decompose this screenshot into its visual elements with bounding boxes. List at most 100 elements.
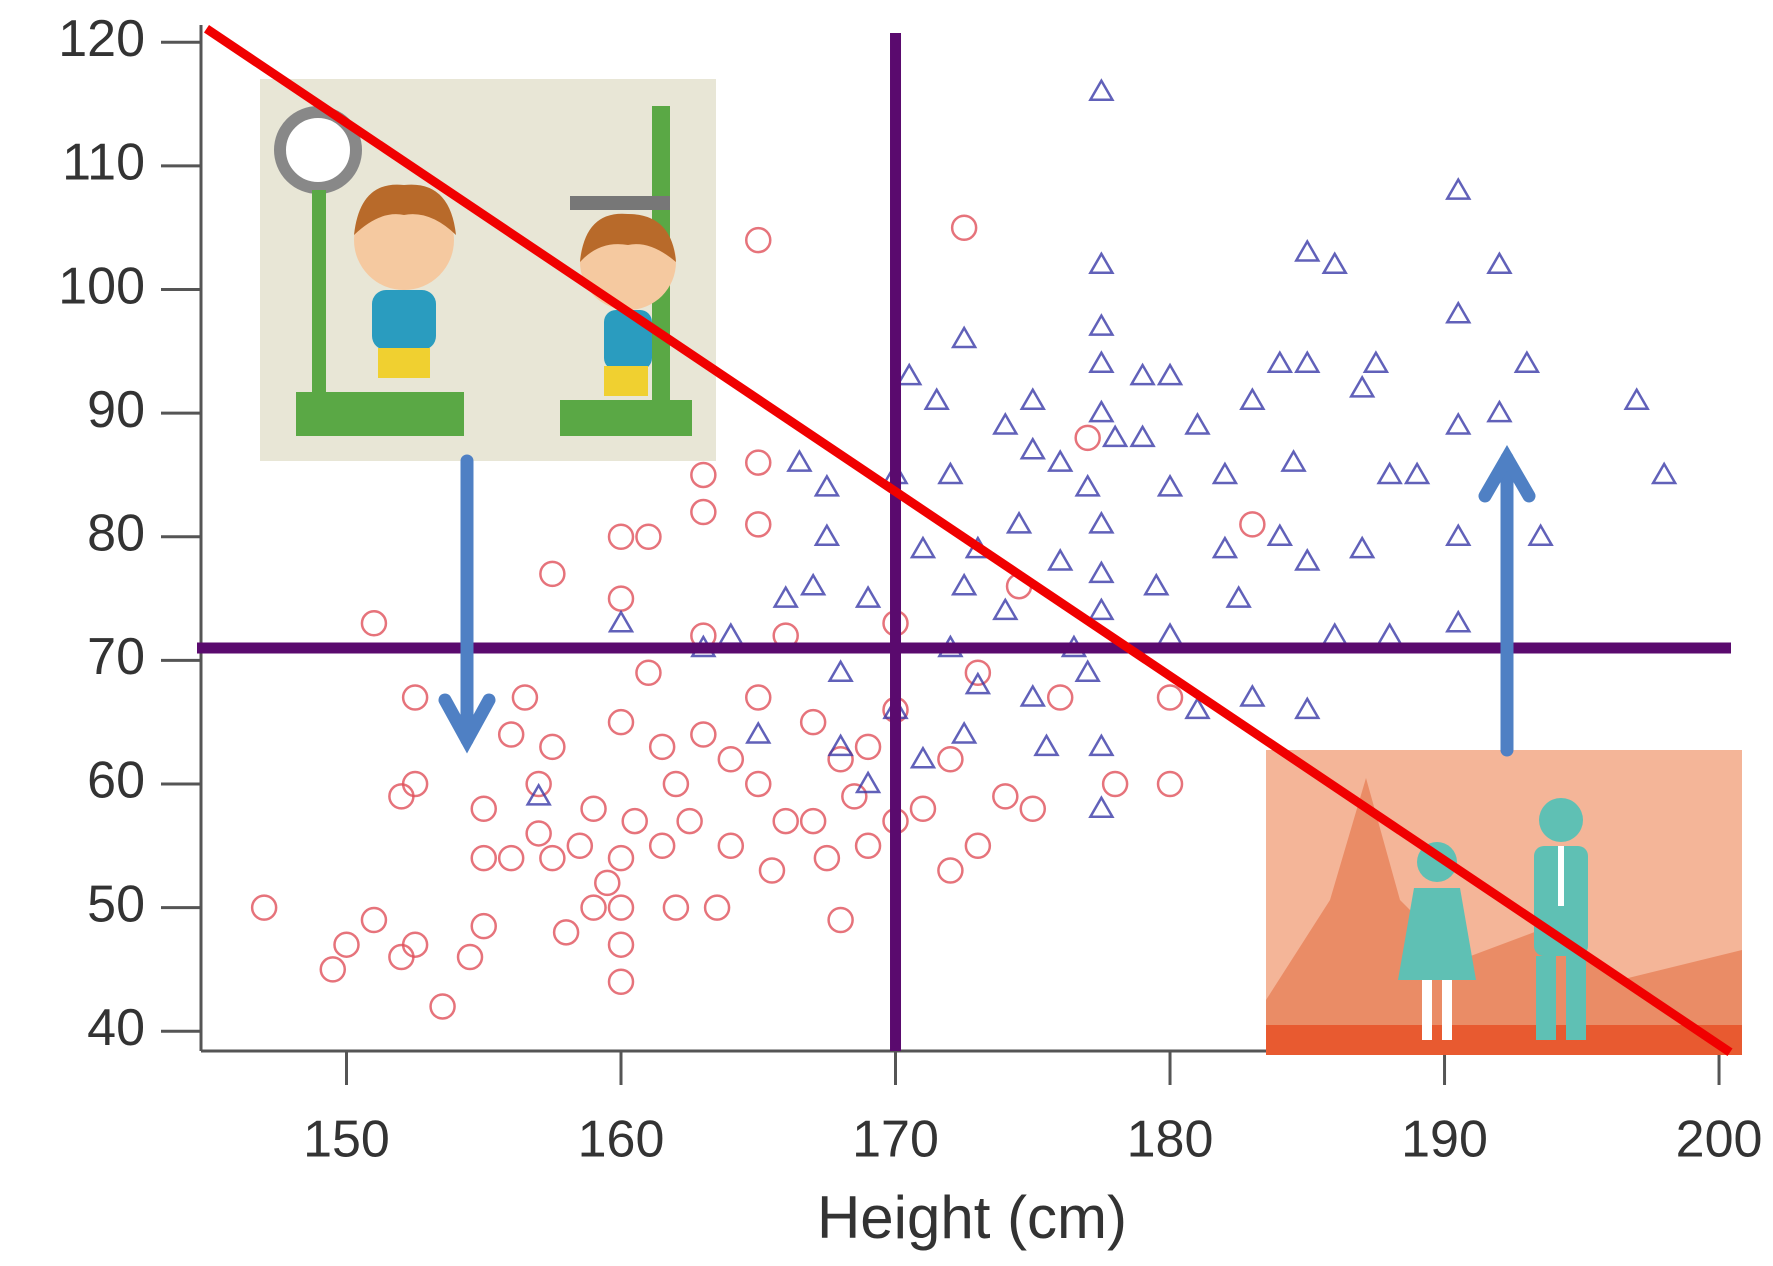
triangle-point: [950, 325, 978, 349]
circle-point: [745, 449, 772, 476]
y-tick-label: 50: [87, 875, 145, 933]
circle-point: [799, 807, 827, 835]
circle-point: [580, 894, 607, 921]
triangle-point: [1184, 696, 1211, 720]
triangle-point: [1019, 683, 1046, 707]
triangle-point: [1239, 683, 1266, 707]
circle-point: [1156, 770, 1184, 798]
triangle-point: [1445, 609, 1472, 633]
triangle-point: [909, 535, 937, 559]
circle-point: [799, 708, 827, 736]
triangle-point: [786, 449, 813, 472]
triangle-point: [813, 473, 841, 497]
axes: 40 50 60 70 80 90 100 110 120 150 160 170 180 190 200: [58, 10, 1762, 1169]
triangle-point: [607, 609, 635, 633]
triangle-point: [1033, 733, 1060, 757]
circle-point: [827, 746, 854, 773]
circle-point: [470, 844, 497, 872]
circle-point: [539, 560, 566, 588]
circle-point: [1101, 770, 1129, 798]
circle-point: [662, 770, 690, 798]
circle-point: [854, 832, 882, 860]
circle-point: [648, 733, 676, 761]
triangle-point: [992, 412, 1019, 435]
triangle-point: [1088, 78, 1115, 102]
circle-point: [1019, 795, 1047, 822]
triangle-point: [1184, 412, 1211, 435]
triangle-point: [1321, 251, 1348, 275]
circle-point: [470, 795, 497, 822]
triangle-point: [1019, 436, 1046, 460]
triangle-point: [964, 671, 992, 695]
triangle-point: [1294, 547, 1321, 571]
triangle-point: [799, 572, 827, 596]
triangle-point: [1019, 387, 1046, 411]
triangle-point: [1088, 313, 1115, 336]
triangle-point: [923, 387, 950, 411]
triangle-point: [1088, 560, 1115, 584]
circle-point: [827, 906, 854, 934]
circle-point: [758, 857, 786, 884]
triangle-point: [1513, 350, 1541, 373]
triangle-point: [1074, 473, 1101, 497]
circle-point: [470, 912, 497, 940]
triangle-point: [950, 572, 978, 596]
triangle-point: [1650, 461, 1678, 485]
circle-point: [1156, 684, 1184, 711]
triangle-point: [909, 745, 937, 769]
circle-point: [525, 820, 552, 847]
circle-point: [539, 733, 566, 761]
circle-point: [841, 783, 868, 810]
triangle-point: [1088, 795, 1115, 818]
circle-point: [717, 832, 745, 860]
circle-point: [607, 968, 635, 996]
triangle-point: [854, 585, 882, 608]
circle-point: [607, 844, 635, 872]
circle-point: [676, 807, 703, 835]
triangle-point: [1211, 461, 1239, 485]
x-tick-label: 170: [852, 1111, 939, 1169]
circle-point: [772, 807, 799, 835]
circle-point: [745, 684, 772, 711]
circle-point: [635, 659, 662, 686]
triangle-point: [1088, 597, 1115, 621]
y-tick-label: 100: [58, 257, 145, 315]
circle-point: [648, 832, 676, 860]
circle-point: [525, 770, 552, 798]
points: [250, 78, 1678, 1020]
triangle-point: [896, 362, 923, 386]
triangle-point: [1239, 387, 1266, 411]
circle-point: [607, 523, 635, 551]
circle-point: [607, 708, 635, 736]
circle-point: [690, 498, 717, 526]
circle-point: [580, 795, 607, 822]
circle-point: [607, 931, 635, 958]
circle-point: [992, 783, 1019, 810]
x-tick-label: 190: [1401, 1111, 1488, 1169]
circle-point: [360, 906, 388, 934]
y-tick-label: 80: [87, 504, 145, 562]
triangle-point: [1294, 696, 1321, 720]
circle-point: [690, 461, 717, 489]
triangle-point: [1088, 350, 1115, 373]
circle-point: [511, 684, 539, 711]
triangle-point: [1486, 251, 1513, 275]
arrows: [438, 445, 1536, 757]
triangle-point: [813, 523, 841, 547]
triangle-point: [1143, 572, 1170, 596]
circle-point: [662, 894, 690, 921]
triangle-point: [1445, 523, 1472, 547]
y-tick-label: 120: [58, 10, 145, 68]
triangle-point: [1403, 461, 1431, 485]
circle-point: [909, 795, 937, 822]
circle-point: [552, 919, 580, 946]
triangle-point: [1088, 251, 1115, 275]
circle-point: [964, 659, 992, 686]
circle-point: [745, 511, 772, 538]
reference-lines: [197, 33, 1731, 1051]
triangle-point: [1129, 424, 1156, 448]
circle-point: [854, 733, 882, 761]
triangle-point: [1225, 585, 1252, 608]
y-tick-label: 70: [87, 628, 145, 686]
